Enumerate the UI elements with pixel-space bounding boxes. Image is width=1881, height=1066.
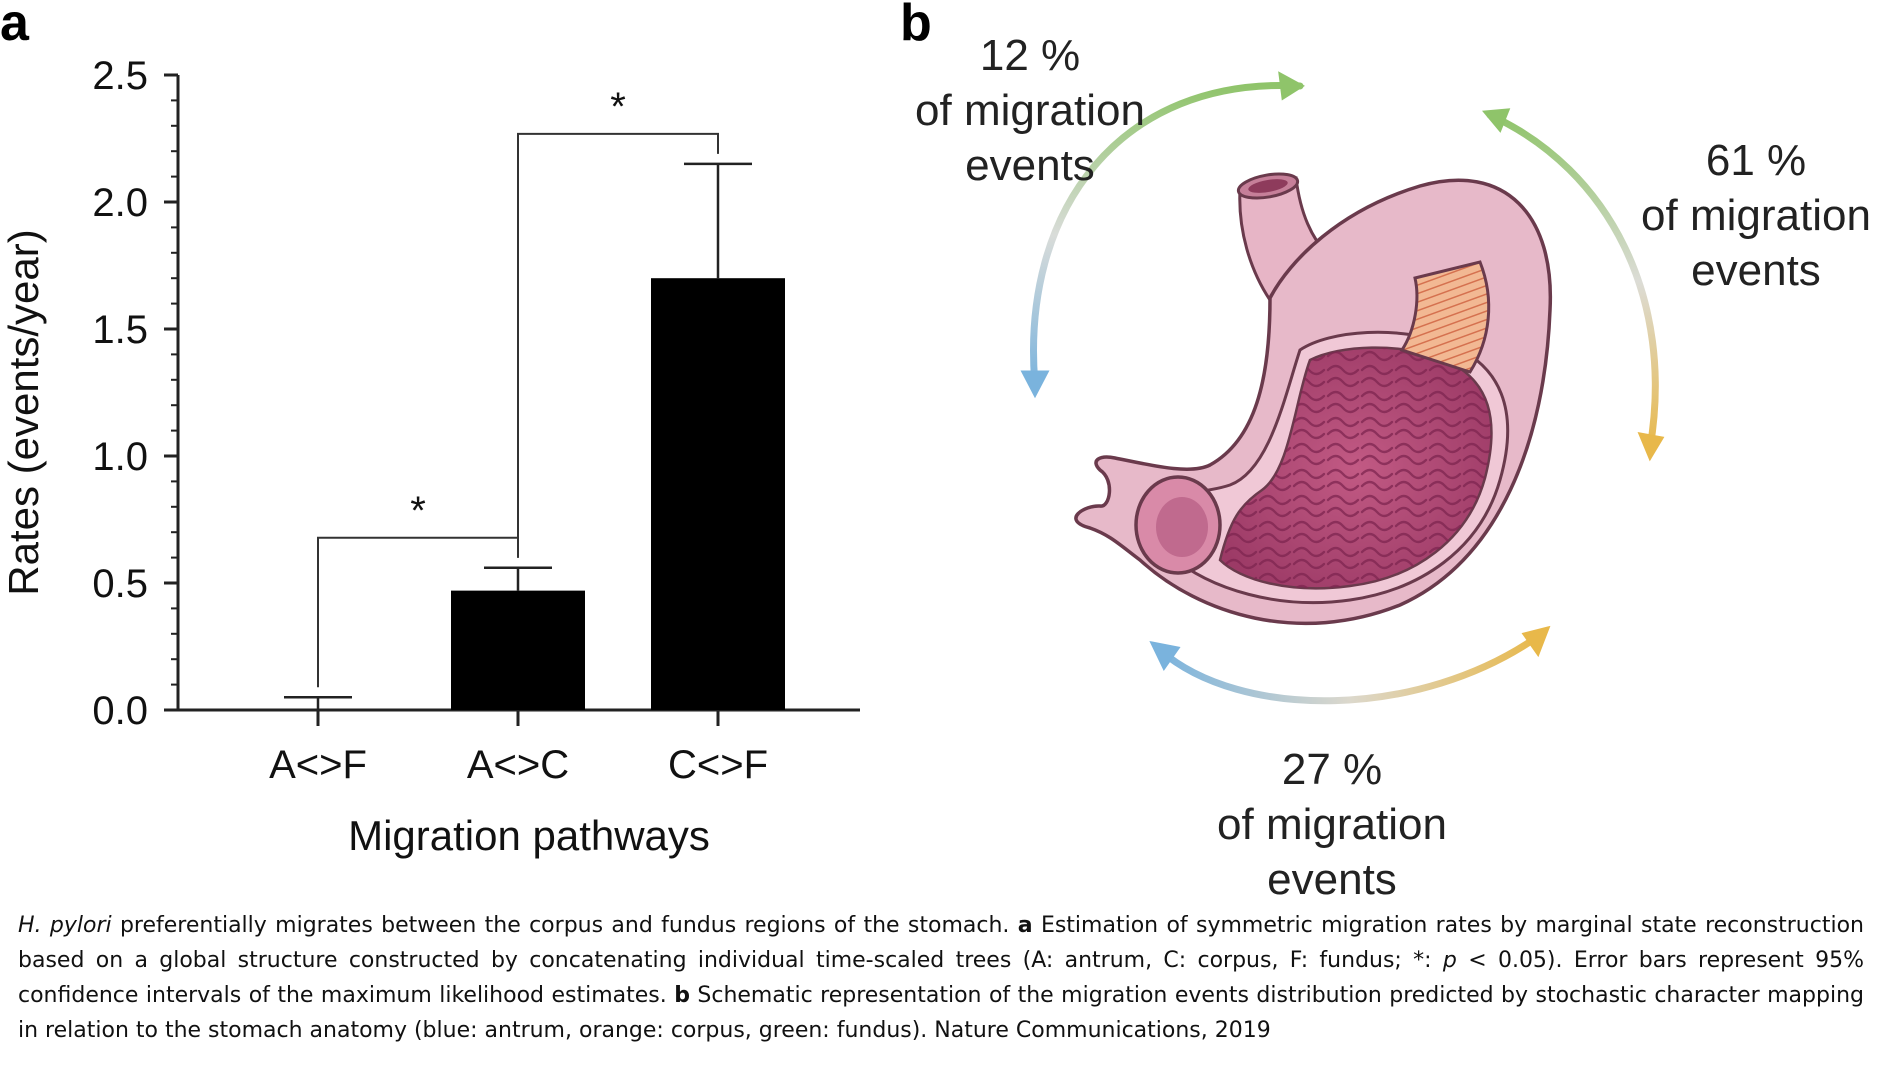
x-tick-label: A<>C: [467, 743, 569, 787]
label-27-percent: 27 % of migration events: [1217, 745, 1447, 900]
x-tick-label: C<>F: [668, 743, 768, 787]
label-27-line3: events: [1267, 855, 1397, 900]
x-axis-title: Migration pathways: [348, 812, 710, 859]
arrow-head-fundus2-icon: [1482, 108, 1511, 133]
label-12-pct: 12 %: [980, 31, 1080, 80]
figure-caption: H. pylori preferentially migrates betwee…: [18, 908, 1864, 1048]
bar-2: [451, 590, 585, 710]
caption-species: H. pylori: [18, 913, 112, 938]
panel-a-letter: a: [0, 0, 30, 52]
label-61-line3: events: [1691, 246, 1821, 295]
arrow-head-corpus-icon: [1637, 432, 1665, 462]
x-tick-label: A<>F: [269, 743, 367, 787]
arrow-head-fundus-icon: [1278, 71, 1305, 101]
y-axis-title: Rates (events/year): [0, 229, 47, 595]
arrow-head-corpus2-icon: [1521, 625, 1551, 658]
significance-bracket-2: [517, 132, 719, 558]
migration-diagram: 12 % of migration events 61 % of migrati…: [915, 31, 1871, 900]
y-tick-label: 2.0: [92, 181, 148, 225]
arrow-antrum-corpus: [1156, 631, 1544, 705]
panel-b-letter: b: [900, 0, 932, 52]
y-tick-label: 1.0: [92, 435, 148, 479]
label-12-line3: events: [965, 141, 1095, 190]
caption-part2: Estimation of symmetric migration rates …: [18, 913, 1864, 973]
label-27-pct: 27 %: [1282, 745, 1382, 794]
significance-star-2: *: [610, 85, 626, 129]
caption-part3: < 0.05). Error bars represent 95% confid…: [18, 948, 1864, 1008]
arrow-fundus-antrum: [1030, 82, 1304, 389]
bar-chart: 0.0 0.5 1.0 1.5 2.0 2.5 A<>F A<>C C<>F * * Migratio…: [0, 54, 860, 859]
caption-b-letter: b: [674, 983, 690, 1008]
y-tick-label: 1.5: [92, 308, 148, 352]
caption-p-symbol: p: [1442, 948, 1457, 973]
stomach-illustration: [1074, 172, 1553, 626]
caption-part1: preferentially migrates between the corp…: [111, 913, 1018, 938]
arrow-head-antrum2-icon: [1149, 640, 1181, 671]
arrow-head-antrum-icon: [1020, 370, 1050, 399]
label-12-line2: of migration: [915, 86, 1145, 135]
label-12-percent: 12 % of migration events: [915, 31, 1145, 190]
arrow-fundus-corpus: [1486, 111, 1659, 452]
caption-part4: Schematic representation of the migratio…: [18, 983, 1864, 1043]
significance-star-1: *: [410, 489, 426, 533]
y-tick-label: 0.0: [92, 689, 148, 733]
muscle-layer-cutaway: [1399, 260, 1491, 374]
label-27-line2: of migration: [1217, 800, 1447, 849]
caption-a-letter: a: [1017, 913, 1033, 938]
bar-3: [651, 278, 785, 710]
label-61-pct: 61 %: [1706, 136, 1806, 185]
label-61-line2: of migration: [1641, 191, 1871, 240]
y-tick-label: 2.5: [92, 54, 148, 98]
y-tick-label: 0.5: [92, 562, 148, 606]
figure: a 0.0 0.5 1.0 1.5 2.0 2.5 A<>F A<>C C<>F * * Migrat…: [0, 0, 1871, 900]
label-61-percent: 61 % of migration events: [1641, 136, 1871, 295]
